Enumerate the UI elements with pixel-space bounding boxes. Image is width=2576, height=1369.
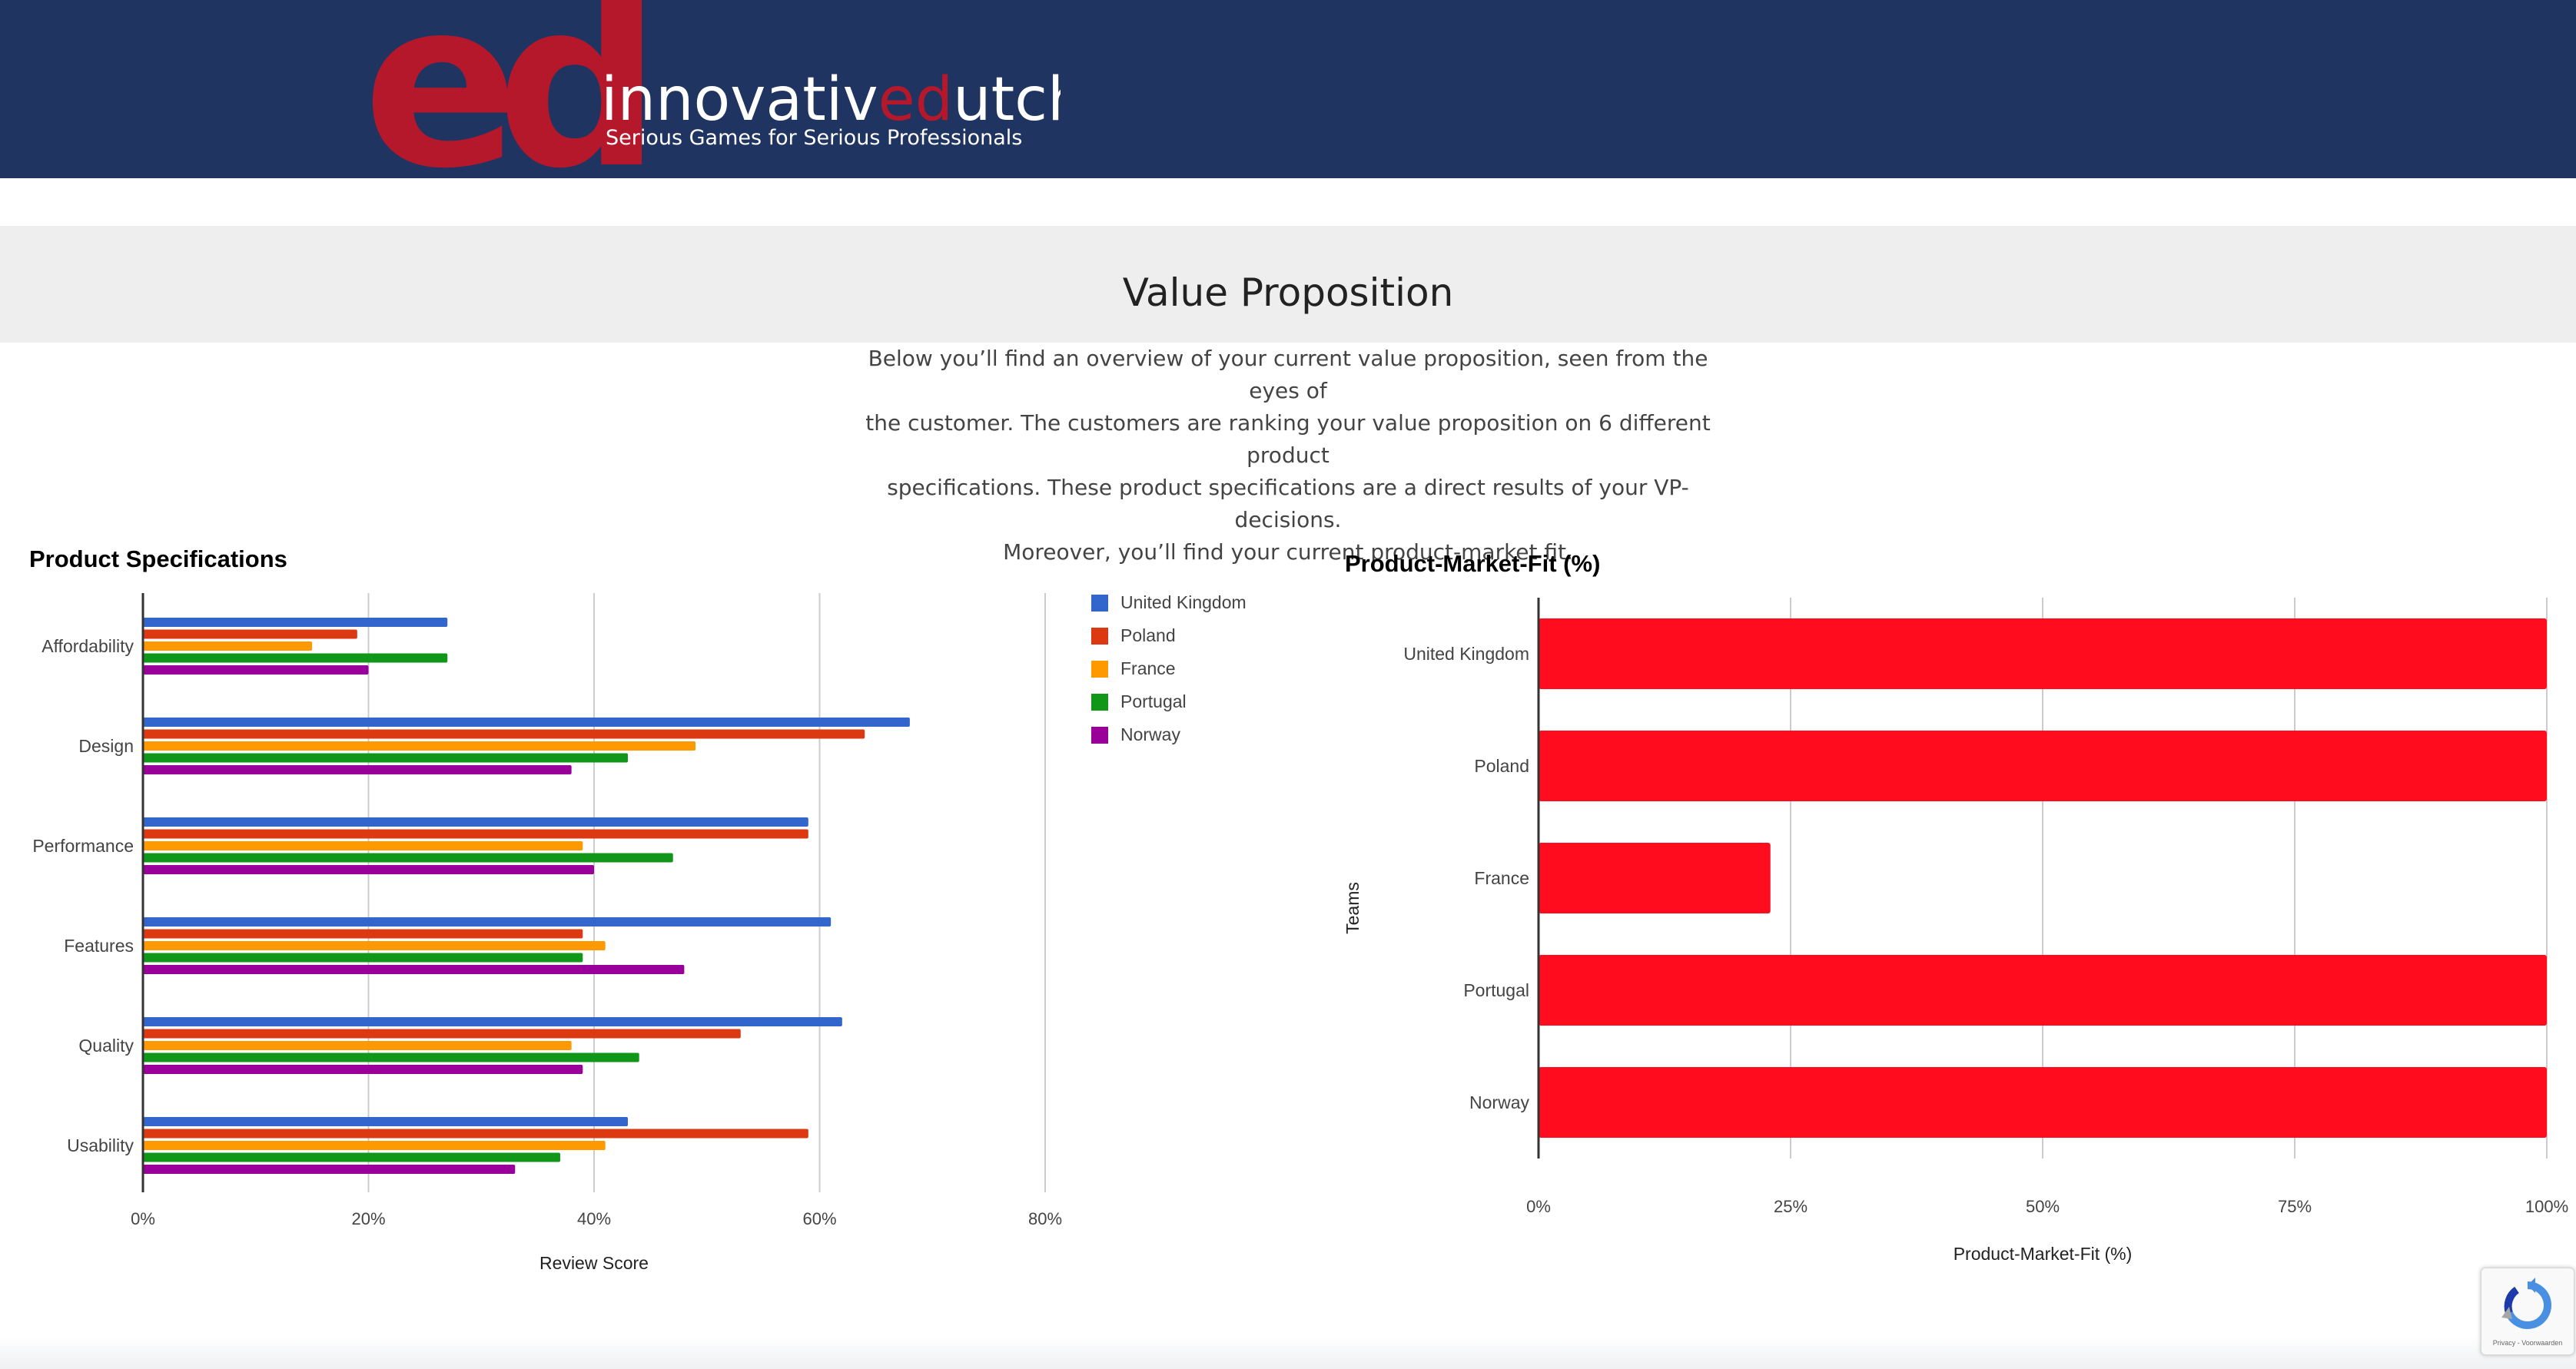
bar bbox=[143, 953, 583, 963]
brand-name-part-1: innovativ bbox=[601, 65, 878, 134]
intro-line: Below you’ll find an overview of your cu… bbox=[868, 346, 1708, 403]
bar bbox=[1539, 1067, 2547, 1138]
bar bbox=[143, 641, 313, 651]
bar bbox=[143, 929, 583, 939]
bar bbox=[143, 718, 910, 727]
x-tick-label: 100% bbox=[2525, 1197, 2568, 1216]
bar bbox=[143, 729, 865, 739]
x-axis-label: Review Score bbox=[539, 1253, 649, 1273]
bar bbox=[1539, 618, 2547, 689]
bar bbox=[143, 1141, 606, 1150]
category-label: Design bbox=[78, 736, 134, 756]
bar bbox=[143, 1065, 583, 1074]
brand-name-part-3: utch bbox=[953, 65, 1061, 134]
bar bbox=[143, 841, 583, 850]
x-tick-label: 25% bbox=[1774, 1197, 1808, 1216]
category-label: Usability bbox=[67, 1135, 134, 1155]
x-tick-label: 60% bbox=[802, 1209, 836, 1228]
bar bbox=[143, 629, 357, 639]
product-market-fit-chart: Product-Market-Fit (%) 0% 25% 50% 75% 100% Pro… bbox=[1343, 550, 2568, 1264]
product-specifications-chart: Product Specifications 0% 20% 40% 60% 80% Revi… bbox=[29, 545, 1247, 1273]
title-banner bbox=[0, 226, 2576, 343]
bar bbox=[143, 1052, 639, 1062]
legend-swatch bbox=[1091, 628, 1108, 645]
intro-line: specifications. These product specificat… bbox=[887, 475, 1689, 532]
bar bbox=[143, 765, 572, 774]
bar bbox=[143, 653, 448, 663]
bar bbox=[143, 753, 629, 763]
category-label: Features bbox=[64, 936, 134, 956]
chart-title: Product-Market-Fit (%) bbox=[1345, 550, 1600, 577]
intro-line: Moreover, you’ll find your current produ… bbox=[1003, 539, 1573, 565]
category-label: France bbox=[1474, 868, 1529, 888]
intro-line: the customer. The customers are ranking … bbox=[865, 410, 1711, 468]
bar bbox=[143, 1129, 808, 1139]
bar bbox=[143, 917, 832, 926]
bar bbox=[143, 829, 808, 839]
intro-paragraph: Below you’ll find an overview of your cu… bbox=[858, 343, 1718, 568]
bar bbox=[143, 665, 369, 675]
bar bbox=[143, 1017, 842, 1026]
bar bbox=[143, 1029, 741, 1039]
x-tick-label: 40% bbox=[577, 1209, 611, 1228]
category-label: Performance bbox=[32, 836, 134, 856]
legend-label: Norway bbox=[1120, 724, 1180, 744]
recaptcha-privacy-link[interactable]: Privacy - Voorwaarden bbox=[2492, 1339, 2563, 1347]
legend-swatch bbox=[1091, 694, 1108, 711]
category-label: United Kingdom bbox=[1403, 644, 1529, 664]
category-label: Quality bbox=[78, 1036, 134, 1056]
bar bbox=[143, 618, 448, 627]
bar bbox=[143, 853, 673, 863]
brand-name-part-2: ed bbox=[878, 65, 954, 134]
chart-title: Product Specifications bbox=[29, 545, 287, 572]
bar bbox=[143, 1117, 629, 1126]
page-title: Value Proposition bbox=[1122, 270, 1454, 315]
x-axis-label: Product-Market-Fit (%) bbox=[1954, 1244, 2133, 1264]
bar bbox=[143, 965, 685, 974]
bar bbox=[1539, 955, 2547, 1026]
x-tick-label: 80% bbox=[1028, 1209, 1062, 1228]
legend-swatch bbox=[1091, 727, 1108, 744]
legend-swatch bbox=[1091, 595, 1108, 612]
brand-logo[interactable]: ed innovativedutch Serious Games for Ser… bbox=[369, 0, 1061, 178]
page-bottom-shade bbox=[0, 1337, 2576, 1369]
legend-label: France bbox=[1120, 658, 1176, 678]
y-axis-label: Teams bbox=[1343, 882, 1363, 934]
bar bbox=[143, 865, 594, 874]
x-tick-label: 0% bbox=[1526, 1197, 1551, 1216]
category-label: Affordability bbox=[41, 636, 134, 656]
category-label: Norway bbox=[1469, 1092, 1529, 1112]
brand-tagline: Serious Games for Serious Professionals bbox=[606, 126, 1022, 150]
legend-swatch bbox=[1091, 661, 1108, 678]
x-tick-label: 20% bbox=[351, 1209, 385, 1228]
bar bbox=[143, 1152, 560, 1162]
legend-label: United Kingdom bbox=[1120, 592, 1247, 612]
site-header: ed innovativedutch Serious Games for Ser… bbox=[0, 0, 2576, 178]
category-label: Poland bbox=[1474, 756, 1529, 776]
recaptcha-badge[interactable]: Privacy - Voorwaarden bbox=[2481, 1268, 2574, 1355]
bar bbox=[143, 1041, 572, 1050]
x-tick-label: 50% bbox=[2026, 1197, 2060, 1216]
bar bbox=[1539, 843, 1771, 913]
category-label: Portugal bbox=[1463, 980, 1529, 1000]
recaptcha-icon bbox=[2501, 1278, 2551, 1329]
bar bbox=[143, 817, 808, 827]
svg-text:innovativedutch: innovativedutch bbox=[601, 65, 1061, 134]
x-tick-label: 75% bbox=[2278, 1197, 2312, 1216]
bar bbox=[143, 1165, 516, 1174]
x-tick-label: 0% bbox=[131, 1209, 155, 1228]
bar bbox=[143, 741, 696, 751]
legend-label: Portugal bbox=[1120, 691, 1187, 711]
bar bbox=[1539, 731, 2547, 801]
legend-label: Poland bbox=[1120, 625, 1176, 645]
logo-monogram: ed bbox=[369, 0, 644, 178]
bar bbox=[143, 941, 606, 950]
